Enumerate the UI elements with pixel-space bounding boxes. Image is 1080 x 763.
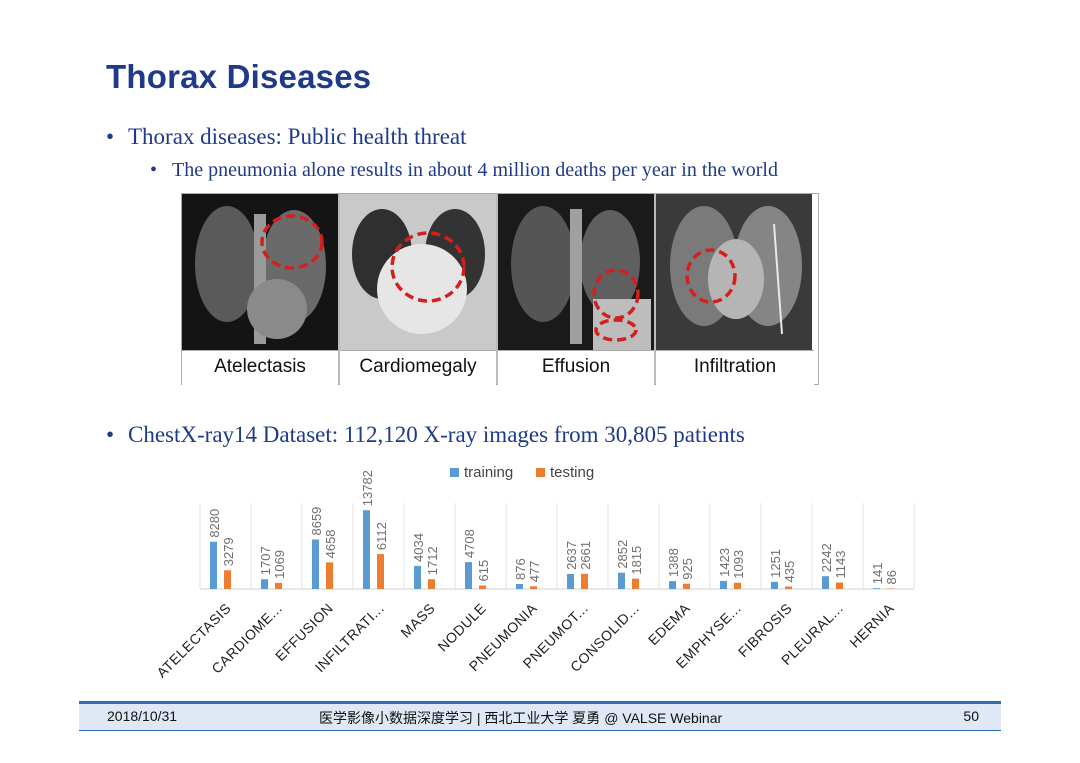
footer-page-number: 50 <box>963 708 979 724</box>
data-label-training: 4708 <box>462 529 477 558</box>
bar-testing <box>785 586 792 589</box>
bar-training <box>363 510 370 589</box>
legend-swatch-training <box>450 468 459 477</box>
data-label-testing: 1093 <box>731 550 746 579</box>
category-tick-label: NODULE <box>434 600 489 655</box>
bullet-text: ChestX-ray14 Dataset: 112,120 X-ray imag… <box>128 422 745 447</box>
xray-panel-cardiomegaly: Cardiomegaly <box>340 194 498 385</box>
xray-image <box>182 194 338 350</box>
bullet-marker: • <box>106 422 115 447</box>
bar-testing <box>377 554 384 589</box>
bullet-public-health: • Thorax diseases: Public health threat <box>106 124 467 150</box>
bar-testing <box>479 585 486 589</box>
data-label-training: 1423 <box>717 548 732 577</box>
data-label-testing: 477 <box>527 561 542 583</box>
slide-footer: 2018/10/31 医学影像小数据深度学习 | 西北工业大学 夏勇 @ VAL… <box>79 701 1001 731</box>
bullet-text: The pneumonia alone results in about 4 m… <box>172 159 778 181</box>
xray-image <box>498 194 654 350</box>
footer-date: 2018/10/31 <box>107 708 178 724</box>
bar-testing <box>632 578 639 589</box>
data-label-training: 8280 <box>207 509 222 538</box>
data-label-testing: 1143 <box>833 550 848 578</box>
data-label-training: 141 <box>870 562 885 584</box>
xray-image-strip: Atelectasis Cardiomegaly Effusion <box>181 193 819 385</box>
data-label-testing: 435 <box>782 561 797 583</box>
data-label-testing: 1069 <box>272 550 287 579</box>
slide-title: Thorax Diseases <box>106 58 372 95</box>
xray-panel-infiltration: Infiltration <box>656 194 814 385</box>
bar-testing <box>836 582 843 589</box>
data-label-training: 1388 <box>666 548 681 577</box>
data-label-testing: 615 <box>476 560 491 582</box>
bar-training <box>771 581 778 589</box>
data-label-training: 8659 <box>309 507 324 536</box>
legend-swatch-testing <box>536 468 545 477</box>
data-label-testing: 4658 <box>323 529 338 558</box>
bar-testing <box>530 586 537 589</box>
category-tick-label: EDEMA <box>645 600 693 648</box>
footer-presenter: 医学影像小数据深度学习 | 西北工业大学 夏勇 @ VALSE Webinar <box>319 710 723 726</box>
bar-training <box>822 576 829 589</box>
bar-training <box>210 541 217 589</box>
category-tick-label: MASS <box>397 600 438 641</box>
bullet-dataset: • ChestX-ray14 Dataset: 112,120 X-ray ima… <box>106 422 745 448</box>
data-label-training: 876 <box>513 558 528 580</box>
bar-training <box>567 573 574 589</box>
xray-panel-effusion: Effusion <box>498 194 656 385</box>
bar-training <box>465 562 472 589</box>
bar-testing <box>224 570 231 589</box>
xray-label: Effusion <box>498 350 654 385</box>
data-label-training: 2242 <box>819 543 834 572</box>
bullet-pneumonia: • The pneumonia alone results in about 4 … <box>150 159 778 182</box>
bar-training <box>873 588 880 589</box>
data-label-training: 2852 <box>615 540 630 569</box>
bar-testing <box>428 579 435 589</box>
data-label-training: 1707 <box>258 546 273 575</box>
bar-training <box>516 583 523 589</box>
bar-training <box>261 579 268 589</box>
xray-label: Cardiomegaly <box>340 350 496 385</box>
bullet-text: Thorax diseases: Public health threat <box>128 124 467 149</box>
data-label-testing: 925 <box>680 558 695 580</box>
bar-training <box>720 580 727 589</box>
bar-training <box>618 572 625 589</box>
bar-testing <box>326 562 333 589</box>
data-label-testing: 1712 <box>425 546 440 575</box>
data-label-training: 1251 <box>768 549 783 578</box>
data-label-testing: 6112 <box>374 522 389 550</box>
data-label-testing: 2661 <box>578 541 593 570</box>
xray-image <box>656 194 812 350</box>
xray-label: Infiltration <box>656 350 814 385</box>
bullet-marker: • <box>106 124 115 149</box>
bar-training <box>312 539 319 589</box>
xray-image <box>340 194 496 350</box>
legend-label-testing: testing <box>550 464 594 481</box>
category-tick-label: HERNIA <box>846 600 897 651</box>
data-label-testing: 3279 <box>221 537 236 566</box>
xray-label: Atelectasis <box>182 350 338 385</box>
data-label-testing: 1815 <box>629 546 644 575</box>
bar-training <box>669 581 676 589</box>
bar-testing <box>734 582 741 589</box>
bar-training <box>414 565 421 589</box>
legend-label-training: training <box>464 464 513 481</box>
data-label-testing: 86 <box>884 570 899 584</box>
data-label-training: 4034 <box>411 533 426 562</box>
bar-testing <box>275 582 282 589</box>
data-label-training: 13782 <box>360 470 375 506</box>
data-label-training: 2637 <box>564 541 579 570</box>
bar-testing <box>683 583 690 589</box>
bar-testing <box>581 573 588 589</box>
xray-panel-atelectasis: Atelectasis <box>182 194 340 385</box>
bullet-marker: • <box>150 159 158 181</box>
